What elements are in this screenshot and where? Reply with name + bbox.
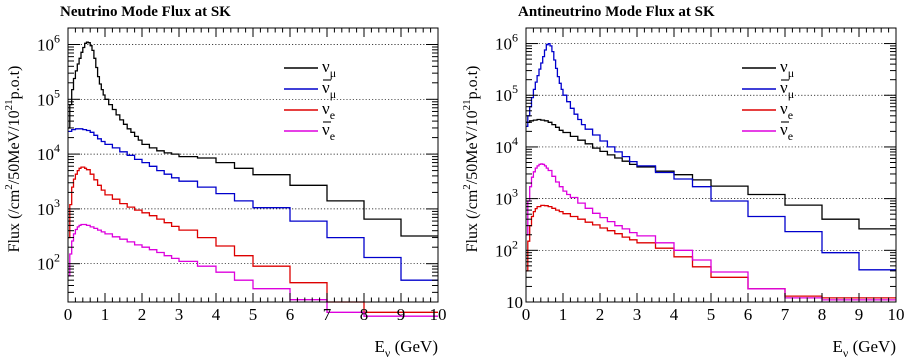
legend-label: νμ [780,78,794,101]
y-tick-label: 105 [495,82,518,105]
x-tick-label: 9 [855,305,864,324]
chart-title: Neutrino Mode Flux at SK [60,4,231,20]
y-tick-label: 106 [495,31,518,54]
series-line [68,41,438,237]
x-axis-label: Eν (GeV) [375,337,439,360]
legend-label: νe [780,99,793,122]
series-line [526,204,896,299]
y-tick-label: 104 [495,134,518,157]
x-tick-label: 9 [397,305,406,324]
legend-label: νe [780,120,793,143]
x-tick-label: 0 [522,305,531,324]
y-axis-label: Flux (/cm2/50MeV/1021p.o.t) [461,66,481,253]
x-tick-label: 7 [781,305,790,324]
x-tick-label: 10 [430,305,447,324]
x-tick-label: 6 [286,305,295,324]
neutrino-mode-panel: Neutrino Mode Flux at SK 0 1 2 3 4 5 6 7 8 9 10 102… [3,4,447,360]
y-tick-label: 103 [495,186,518,209]
x-tick-label: 8 [818,305,827,324]
series-line [68,128,438,281]
legend-label: νe [322,120,335,143]
legend-label: νe [322,99,335,122]
y-tick-label: 103 [37,196,60,219]
legend-label: νμ [322,57,336,80]
antineutrino-mode-chart: 0 1 2 3 4 5 6 7 8 9 10 10 102 103 104 105 106 Flux (/cm2/… [461,27,905,360]
y-tick-label: 104 [37,141,60,164]
x-tick-label: 7 [323,305,332,324]
y-tick-label: 102 [495,237,518,260]
x-tick-label: 6 [744,305,753,324]
series-line [526,163,896,301]
chart-title: Antineutrino Mode Flux at SK [518,4,715,20]
neutrino-mode-chart: 0 1 2 3 4 5 6 7 8 9 10 102 103 104 105 106 Flux (/cm2/50… [3,27,447,360]
legend-label: νμ [322,78,336,101]
series-line [526,42,896,271]
x-tick-label: 2 [138,305,147,324]
antineutrino-mode-panel: Antineutrino Mode Flux at SK 0 1 2 3 4 5 6 7 8 9 1… [458,0,915,360]
x-axis-label: Eν (GeV) [833,337,897,360]
x-tick-label: 10 [888,305,905,324]
y-tick-label: 106 [37,31,60,54]
x-tick-label: 3 [633,305,642,324]
x-tick-label: 3 [175,305,184,324]
x-tick-label: 4 [670,305,679,324]
x-tick-label: 4 [212,305,221,324]
series-line [526,118,896,230]
x-tick-label: 2 [596,305,605,324]
series-line [68,166,438,313]
x-tick-label: 0 [64,305,73,324]
x-tick-label: 5 [249,305,258,324]
legend-label: νμ [780,57,794,80]
x-tick-label: 5 [707,305,716,324]
y-axis-label: Flux (/cm2/50MeV/1021p.o.t) [3,66,23,253]
x-tick-label: 1 [101,305,110,324]
x-tick-label: 1 [559,305,568,324]
y-tick-label: 10 [506,293,523,312]
y-tick-label: 102 [37,251,60,274]
series-line [68,223,438,317]
x-tick-label: 8 [360,305,369,324]
y-tick-label: 105 [37,86,60,109]
